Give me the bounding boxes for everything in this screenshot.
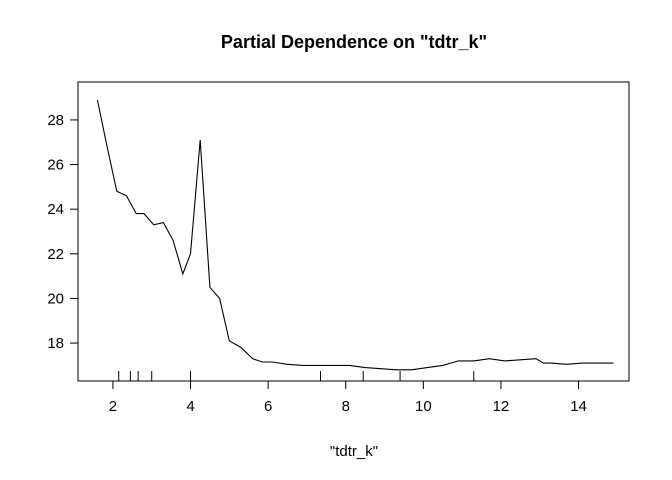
x-tick-label: 12 (493, 398, 510, 415)
x-tick-label: 8 (342, 398, 350, 415)
y-tick-label: 18 (47, 335, 64, 352)
x-tick-label: 4 (186, 398, 194, 415)
x-tick-label: 14 (570, 398, 587, 415)
partial-dependence-line (96, 99, 614, 371)
x-tick-label: 6 (264, 398, 272, 415)
y-axis: 18 20 22 24 26 28 (47, 112, 78, 352)
y-tick-label: 20 (47, 290, 64, 307)
y-tick-label: 28 (47, 112, 64, 129)
plot-frame (77, 81, 630, 382)
y-tick-label: 22 (47, 246, 64, 263)
x-tick-label: 2 (109, 398, 117, 415)
rug-marks (118, 371, 475, 381)
chart-title: Partial Dependence on "tdtr_k" (221, 32, 487, 52)
x-axis: 2 4 6 8 10 12 14 (109, 381, 587, 415)
y-tick-label: 26 (47, 157, 64, 174)
x-tick-label: 10 (415, 398, 432, 415)
x-axis-label: "tdtr_k" (330, 443, 378, 460)
y-tick-label: 24 (47, 201, 64, 218)
